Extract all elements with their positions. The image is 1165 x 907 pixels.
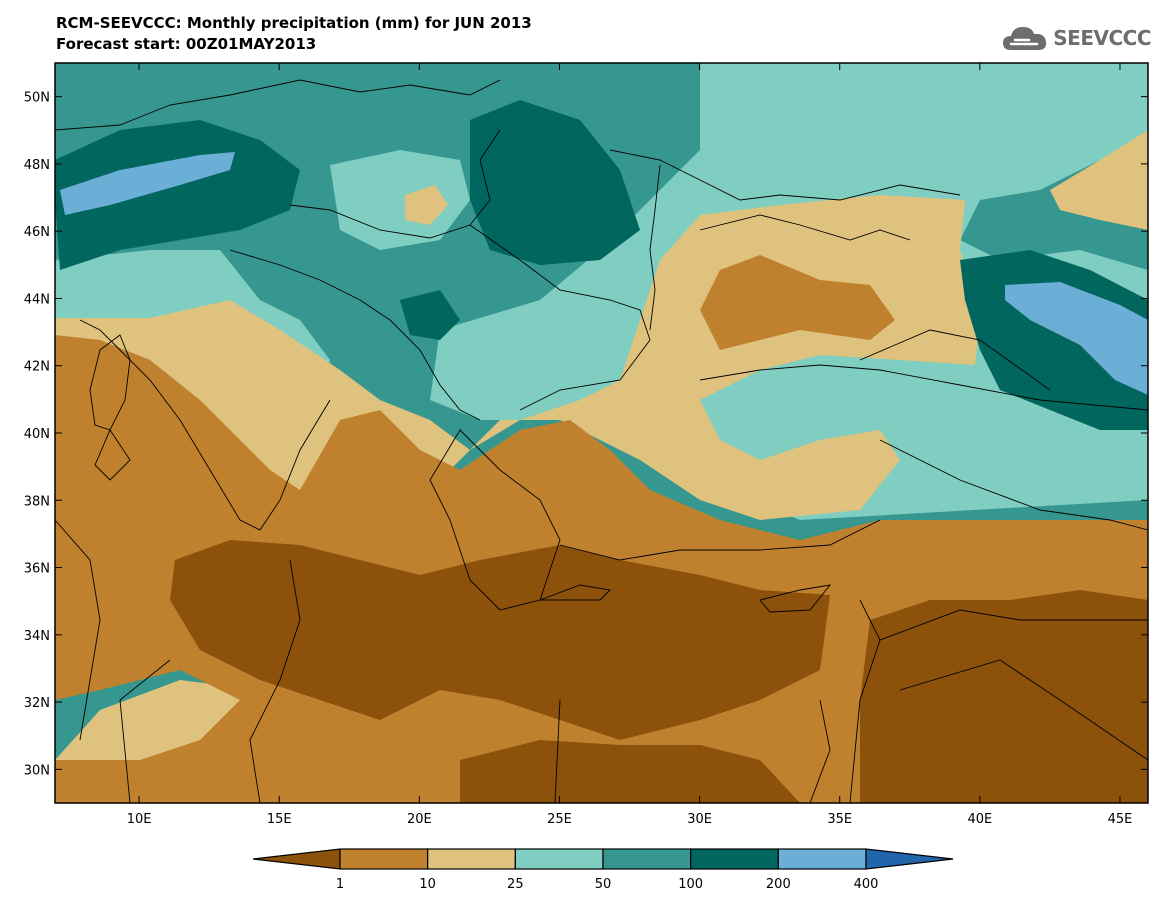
- colorbar-segment: [602, 848, 692, 870]
- colorbar-segment: [777, 848, 867, 870]
- lon-tick-label: 45E: [1108, 812, 1133, 827]
- colorbar-label: 200: [766, 877, 791, 892]
- cloud-icon: [1003, 27, 1047, 50]
- lat-tick-label: 34N: [24, 629, 50, 644]
- lon-tick-label: 40E: [967, 812, 992, 827]
- lon-tick-label: 25E: [547, 812, 572, 827]
- zone-10-25-hungary: [405, 185, 448, 225]
- lat-tick-label: 32N: [24, 696, 50, 711]
- lon-tick-label: 15E: [267, 812, 292, 827]
- colorbar: 1 10 25 50 100 200 400: [252, 848, 954, 892]
- lat-tick-label: 36N: [24, 562, 50, 577]
- lon-tick-label: 10E: [127, 812, 152, 827]
- lat-tick-label: 50N: [24, 91, 50, 106]
- colorbar-label: 10: [419, 877, 436, 892]
- colorbar-segment: [252, 848, 341, 870]
- colorbar-segment: [865, 848, 954, 870]
- zone-lt-1-sea: [170, 540, 830, 740]
- lon-tick-label: 30E: [687, 812, 712, 827]
- colorbar-segment: [514, 848, 604, 870]
- zone-gt-400-alps: [60, 152, 235, 215]
- lat-tick-label: 42N: [24, 360, 50, 375]
- colorbar-label: 1: [336, 877, 344, 892]
- zone-200-400-ukraine: [470, 100, 640, 265]
- zone-gt-400-caucasus: [1005, 282, 1148, 395]
- page-title: RCM-SEEVCCC: Monthly precipitation (mm) …: [56, 14, 532, 32]
- colorbar-label: 25: [507, 877, 524, 892]
- zone-lt-1-south: [460, 740, 800, 803]
- lon-tick-label: 35E: [827, 812, 852, 827]
- colorbar-label: 50: [595, 877, 612, 892]
- axis-ticks: 30N 32N 34N 36N 38N 40N 42N 44N 46N 48N 50N 10E 15E 2…: [24, 63, 1148, 827]
- zone-1-10-blacksea: [700, 255, 895, 350]
- boundaries: [55, 79, 1148, 803]
- seevccc-logo: SEEVCCC: [1001, 20, 1151, 56]
- colorbar-segment: [339, 848, 429, 870]
- zone-200-400-alps: [55, 120, 300, 270]
- lat-tick-label: 44N: [24, 292, 50, 307]
- colorbar-segment: [427, 848, 516, 870]
- lat-tick-label: 48N: [24, 158, 50, 173]
- lat-tick-label: 30N: [24, 763, 50, 778]
- colorbar-label: 100: [678, 877, 703, 892]
- lat-tick-label: 38N: [24, 494, 50, 509]
- precipitation-field: [55, 63, 1148, 803]
- lat-tick-label: 46N: [24, 225, 50, 240]
- logo-text: SEEVCCC: [1053, 26, 1151, 50]
- lat-tick-label: 40N: [24, 427, 50, 442]
- zone-200-400-balkans: [400, 290, 460, 340]
- colorbar-segment: [690, 848, 779, 870]
- zone-lt-1-east: [860, 590, 1148, 803]
- colorbar-label: 400: [854, 877, 879, 892]
- zone-50-100-hungary: [330, 150, 470, 250]
- forecast-start: Forecast start: 00Z01MAY2013: [56, 35, 317, 53]
- zone-10-25-ne: [1050, 130, 1148, 230]
- lon-tick-label: 20E: [407, 812, 432, 827]
